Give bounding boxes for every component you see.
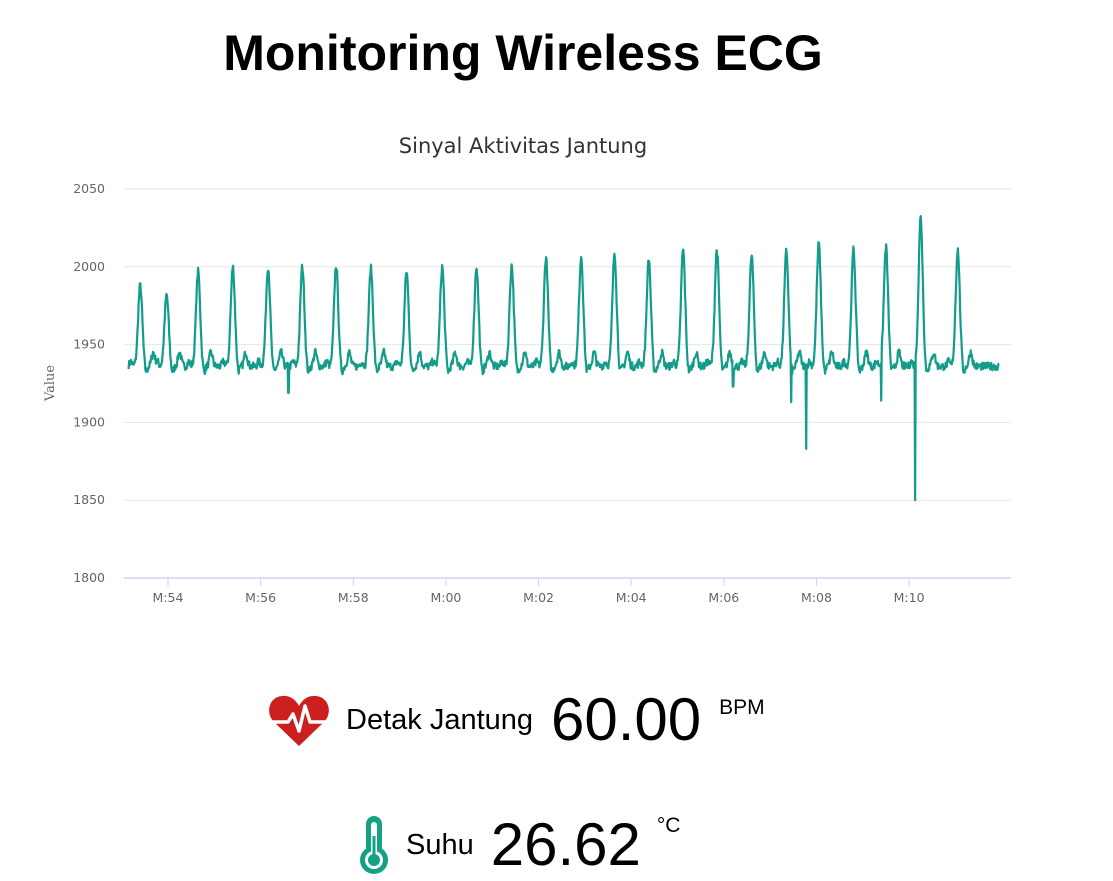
- thermometer-icon: [356, 814, 392, 876]
- ecg-chart: Sinyal Aktivitas Jantung 1800 1850 1900 195…: [0, 120, 1046, 620]
- heart-rate-unit: BPM: [719, 696, 765, 719]
- y-axis-title: Value: [43, 365, 58, 402]
- x-tick-label: M:54: [153, 590, 184, 605]
- x-tick-labels: M:54 M:56 M:58 M:00 M:02 M:04 M:06 M:08 M:10: [153, 578, 925, 605]
- y-tick-label: 2000: [73, 259, 105, 274]
- heart-rate-label: Detak Jantung: [346, 703, 534, 736]
- x-tick-label: M:04: [616, 590, 647, 605]
- x-tick-label: M:08: [801, 590, 832, 605]
- page-title: Monitoring Wireless ECG: [223, 25, 823, 81]
- ecg-chart-svg: Sinyal Aktivitas Jantung 1800 1850 1900 195…: [43, 134, 1011, 605]
- y-tick-label: 1950: [73, 337, 105, 352]
- y-tick-label: 1800: [73, 570, 105, 585]
- heart-rate-value: 60.00: [551, 686, 702, 753]
- y-tick-label: 1850: [73, 492, 105, 507]
- chart-title: Sinyal Aktivitas Jantung: [399, 134, 647, 158]
- x-tick-label: M:10: [894, 590, 925, 605]
- y-grid: [124, 188, 1011, 579]
- temperature-value: 26.62: [490, 811, 641, 878]
- x-tick-label: M:02: [523, 590, 554, 605]
- x-tick-label: M:00: [430, 590, 461, 605]
- temperature-row: Suhu 26.62 °C: [356, 810, 680, 880]
- y-tick-label: 2050: [73, 181, 105, 196]
- x-tick-label: M:56: [245, 590, 276, 605]
- y-tick-label: 1900: [73, 414, 105, 429]
- heart-rate-row: Detak Jantung 60.00 BPM: [268, 680, 765, 760]
- heart-pulse-icon: [268, 692, 330, 748]
- temperature-unit: °C: [656, 814, 681, 837]
- x-tick-label: M:58: [338, 590, 369, 605]
- y-tick-labels: 1800 1850 1900 1950 2000 2050: [73, 181, 105, 585]
- ecg-signal-line: [127, 215, 1000, 502]
- x-tick-label: M:06: [708, 590, 739, 605]
- temperature-label: Suhu: [406, 828, 474, 861]
